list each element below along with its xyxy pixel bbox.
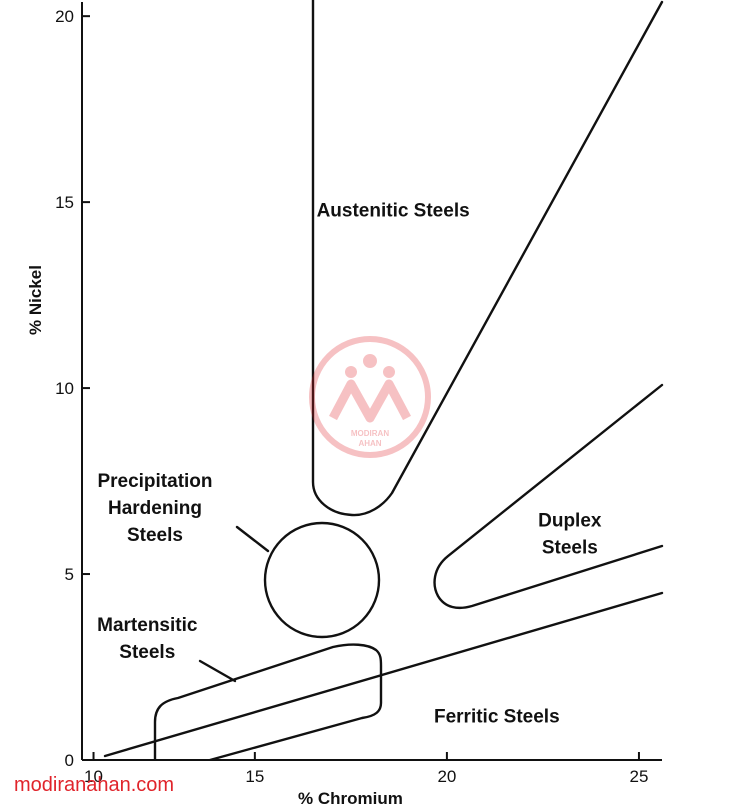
region-label: Austenitic Steels <box>317 201 470 222</box>
precipitation-leader-line <box>235 525 270 553</box>
y-tick-label: 15 <box>55 193 74 212</box>
duplex-region-boundary <box>433 383 664 610</box>
region-label: Steels <box>119 642 175 663</box>
region-label: Martensitic <box>97 615 198 636</box>
y-tick-label: 20 <box>55 7 74 26</box>
martensitic-leader-line <box>198 659 237 683</box>
martensitic-region-boundary <box>153 643 383 760</box>
tick-marks <box>82 15 640 761</box>
y-tick-label: 5 <box>65 565 74 584</box>
region-label: Duplex <box>538 511 602 532</box>
ferritic-boundary-line <box>103 591 664 758</box>
x-axis-title: % Chromium <box>298 789 403 807</box>
y-tick-label: 10 <box>55 379 74 398</box>
x-tick-label: 15 <box>245 767 264 786</box>
region-label: Hardening <box>108 498 202 519</box>
austenitic-region-boundary <box>311 0 664 517</box>
region-label: Steels <box>127 525 183 546</box>
x-tick-label: 25 <box>629 767 648 786</box>
tick-labels: 10 15 20 25 0 5 10 15 20 <box>55 7 648 786</box>
precipitation-hardening-region <box>263 521 381 639</box>
region-label: Precipitation <box>97 471 212 492</box>
logo-text-line1: MODIRAN <box>351 429 389 438</box>
footer-watermark: modiranahan.com <box>14 774 174 796</box>
y-axis-title: % Nickel <box>26 265 45 335</box>
x-tick-label: 10 <box>84 767 103 786</box>
region-label: Ferritic Steels <box>434 706 560 727</box>
region-labels: Austenitic Steels Duplex Steels Precipitati… <box>97 201 602 728</box>
region-label: Steels <box>542 538 598 559</box>
logo-text-line2: AHAN <box>358 439 381 448</box>
y-tick-label: 0 <box>65 751 74 770</box>
modiranahan-logo: MODIRAN AHAN <box>309 336 431 458</box>
x-tick-label: 20 <box>437 767 456 786</box>
